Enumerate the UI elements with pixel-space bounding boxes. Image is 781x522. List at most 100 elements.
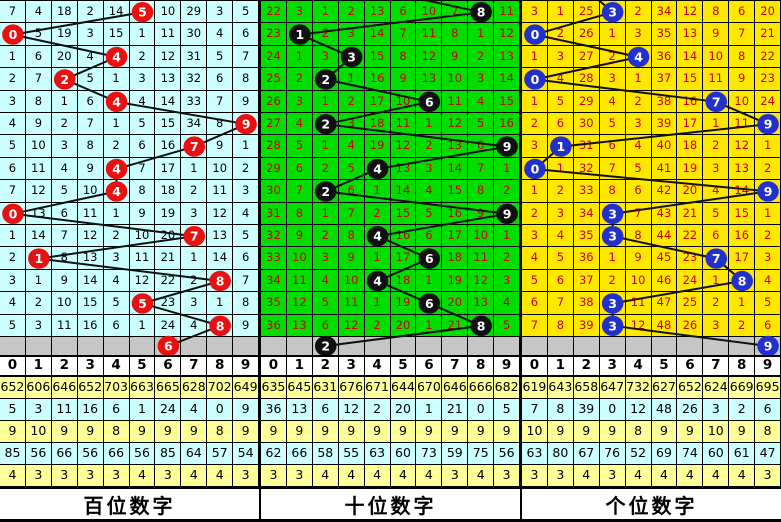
pending-cell: [652, 337, 678, 355]
stat-cell: 67: [573, 443, 600, 465]
grid-cell: 7: [77, 113, 104, 136]
grid-cell: 1: [703, 113, 730, 136]
grid-cell: 18: [442, 247, 469, 270]
grid-cell: 2: [338, 1, 365, 24]
stat-cell: 11: [51, 399, 78, 421]
grid-cell: 19: [155, 202, 182, 226]
trend-row: 23 2 3 14 7 11 8 1 12: [261, 23, 521, 46]
stat-cell: 703: [103, 377, 130, 399]
grid-cell: 1: [599, 23, 626, 46]
grid-cell: 6: [129, 135, 156, 158]
pending-cell: [391, 337, 417, 355]
stat-cell: 9: [261, 421, 287, 443]
panel-hundreds: 7 4 18 2 14 10 29 3 5 5 19 3 15 1 11 30 4 6 1 6 20 4 2 12 31 5 7 2 7…: [0, 1, 260, 519]
stat-cell: 56: [129, 443, 156, 465]
grid-cell: 45: [651, 247, 678, 270]
grid-cell: 2: [547, 23, 574, 46]
trend-row: 6 7 38 11 47 25 2 1 5: [522, 292, 781, 315]
stat-cell: 54: [233, 443, 260, 465]
grid-cell: [364, 269, 391, 293]
stat-cell: 4: [129, 465, 156, 487]
stat-cell: 9: [442, 421, 469, 443]
grid-cell: 4: [703, 180, 730, 203]
digit-header-cell: 5: [651, 357, 678, 377]
pending-cell: [261, 337, 287, 355]
digit-header-cell: 3: [77, 357, 104, 377]
trend-row: 3 1 25 2 34 12 8 6 20: [522, 1, 781, 24]
digit-header-cell: 7: [703, 357, 730, 377]
grid-cell: 8: [25, 90, 52, 114]
grid-cell: 1: [103, 68, 130, 91]
grid-cell: 6: [755, 314, 781, 338]
grid-cell: 1: [312, 202, 339, 226]
stats-section: 652 606 646 652 703 663 665 628 702 649 5 3 11 16 6 1 24…: [0, 377, 260, 487]
stat-cell: 4: [573, 465, 600, 487]
grid-cell: 4: [522, 247, 548, 270]
stat-cell: 85: [155, 443, 182, 465]
trend-row: 5 3 11 16 6 1 24 4 9: [0, 314, 260, 338]
stat-cell: 9: [494, 421, 521, 443]
grid-cell: 2: [233, 157, 260, 181]
grid-cell: 23: [261, 23, 287, 46]
grid-cell: 19: [364, 135, 391, 158]
stat-cell: 0: [468, 399, 495, 421]
stat-cell: 2: [729, 399, 756, 421]
grid-cell: 48: [651, 314, 678, 338]
stat-cell: 9: [651, 421, 678, 443]
trend-grid-tens: 22 3 1 2 13 6 10 7 11 23 2 3 14 7 11 8 1 12 24 1 3 15 8 12 9 2 13 2…: [261, 1, 521, 355]
stat-cell: 69: [651, 443, 678, 465]
grid-cell: 1: [129, 23, 156, 46]
grid-cell: 15: [103, 23, 130, 46]
grid-cell: 2: [416, 135, 443, 158]
grid-cell: 14: [77, 269, 104, 293]
grid-cell: 8: [547, 314, 574, 338]
grid-cell: 3: [312, 45, 339, 69]
grid-cell: 9: [77, 157, 104, 181]
stat-cell: 80: [547, 443, 574, 465]
stat-cell: 4: [0, 465, 26, 487]
stat-cell: 24: [155, 399, 182, 421]
stat-cell: 62: [261, 443, 287, 465]
digit-header-cell: 1: [286, 357, 313, 377]
grid-cell: 3: [0, 269, 26, 293]
pending-cell: [78, 337, 104, 355]
grid-cell: 4: [233, 202, 260, 226]
trend-row: 28 5 1 4 19 12 2 13 6: [261, 135, 521, 158]
stat-cell: 6: [103, 399, 130, 421]
trend-row: 35 12 5 11 1 19 20 13 4: [261, 292, 521, 315]
grid-cell: [547, 135, 574, 158]
stat-cell: 3: [155, 465, 182, 487]
grid-cell: 6: [729, 1, 756, 24]
stat-cell: 0: [599, 399, 626, 421]
grid-cell: 2: [364, 314, 391, 338]
grid-cell: 33: [573, 180, 600, 203]
pending-cell: [703, 337, 730, 355]
grid-cell: 24: [261, 45, 287, 69]
grid-cell: 36: [573, 247, 600, 270]
grid-cell: 28: [573, 68, 600, 91]
stat-cell: 624: [703, 377, 730, 399]
grid-cell: 11: [51, 314, 78, 338]
stat-cell: 1: [129, 399, 156, 421]
grid-cell: 2: [338, 90, 365, 114]
trend-row: 32 9 2 8 16 6 17 10 1: [261, 225, 521, 248]
grid-cell: 4: [286, 113, 313, 136]
stat-row: 63 80 67 76 52 69 74 60 61 47: [522, 443, 781, 465]
grid-cell: 12: [338, 314, 365, 338]
grid-cell: 3: [51, 135, 78, 158]
stat-cell: 9: [286, 421, 313, 443]
trend-row: 1 6 20 4 2 12 31 5 7: [0, 45, 260, 69]
grid-cell: 15: [729, 202, 756, 226]
grid-cell: 5: [51, 180, 78, 203]
grid-cell: 1: [599, 247, 626, 270]
grid-cell: 18: [51, 1, 78, 24]
trend-row: 5 6 37 2 10 46 24 1 4: [522, 269, 781, 293]
grid-cell: 1: [286, 45, 313, 69]
grid-cell: 1: [312, 135, 339, 158]
stat-cell: 666: [468, 377, 495, 399]
stat-cell: 652: [0, 377, 26, 399]
grid-cell: 2: [286, 68, 313, 91]
grid-cell: 1: [0, 45, 26, 69]
grid-cell: 26: [573, 23, 600, 46]
